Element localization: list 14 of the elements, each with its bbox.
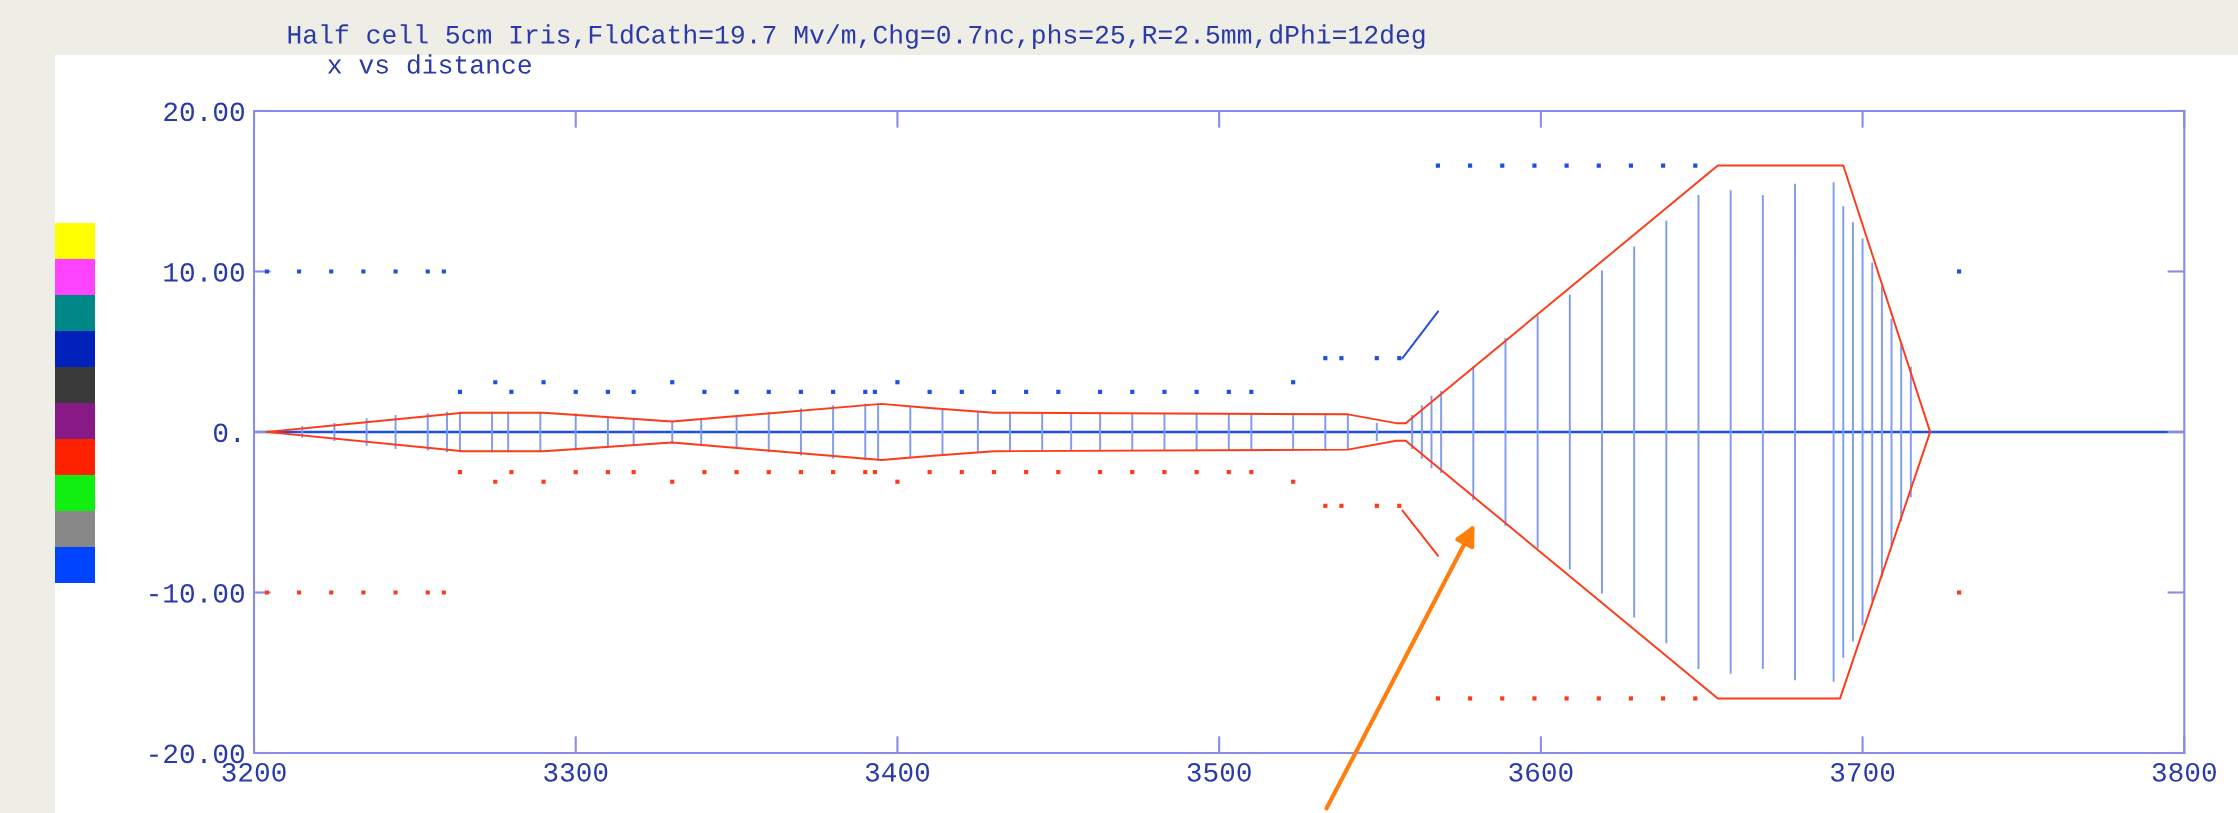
x-tick-label: 3800 — [2152, 762, 2216, 782]
chart-title: Half cell 5cm Iris,FldCath=19.7 Mv/m,Chg=0.7nc,phs=25,R=2.5mm,dPhi=12deg — [288, 24, 1425, 49]
y-tick-label: -10.00 — [150, 583, 244, 603]
chart-subtitle: x vs distance — [327, 54, 531, 74]
y-tick-label: -20.00 — [150, 744, 244, 764]
y-tick-label: 0. — [214, 423, 239, 443]
x-tick-label: 3600 — [1509, 762, 1573, 782]
y-tick-label: 20.00 — [164, 102, 244, 122]
x-tick-label: 3300 — [544, 762, 608, 782]
x-tick-label: 3200 — [222, 762, 286, 782]
x-tick-label: 3500 — [1187, 762, 1251, 782]
y-tick-label: 10.00 — [164, 262, 244, 282]
x-tick-label: 3700 — [1830, 762, 1895, 782]
x-tick-label: 3400 — [865, 762, 930, 782]
